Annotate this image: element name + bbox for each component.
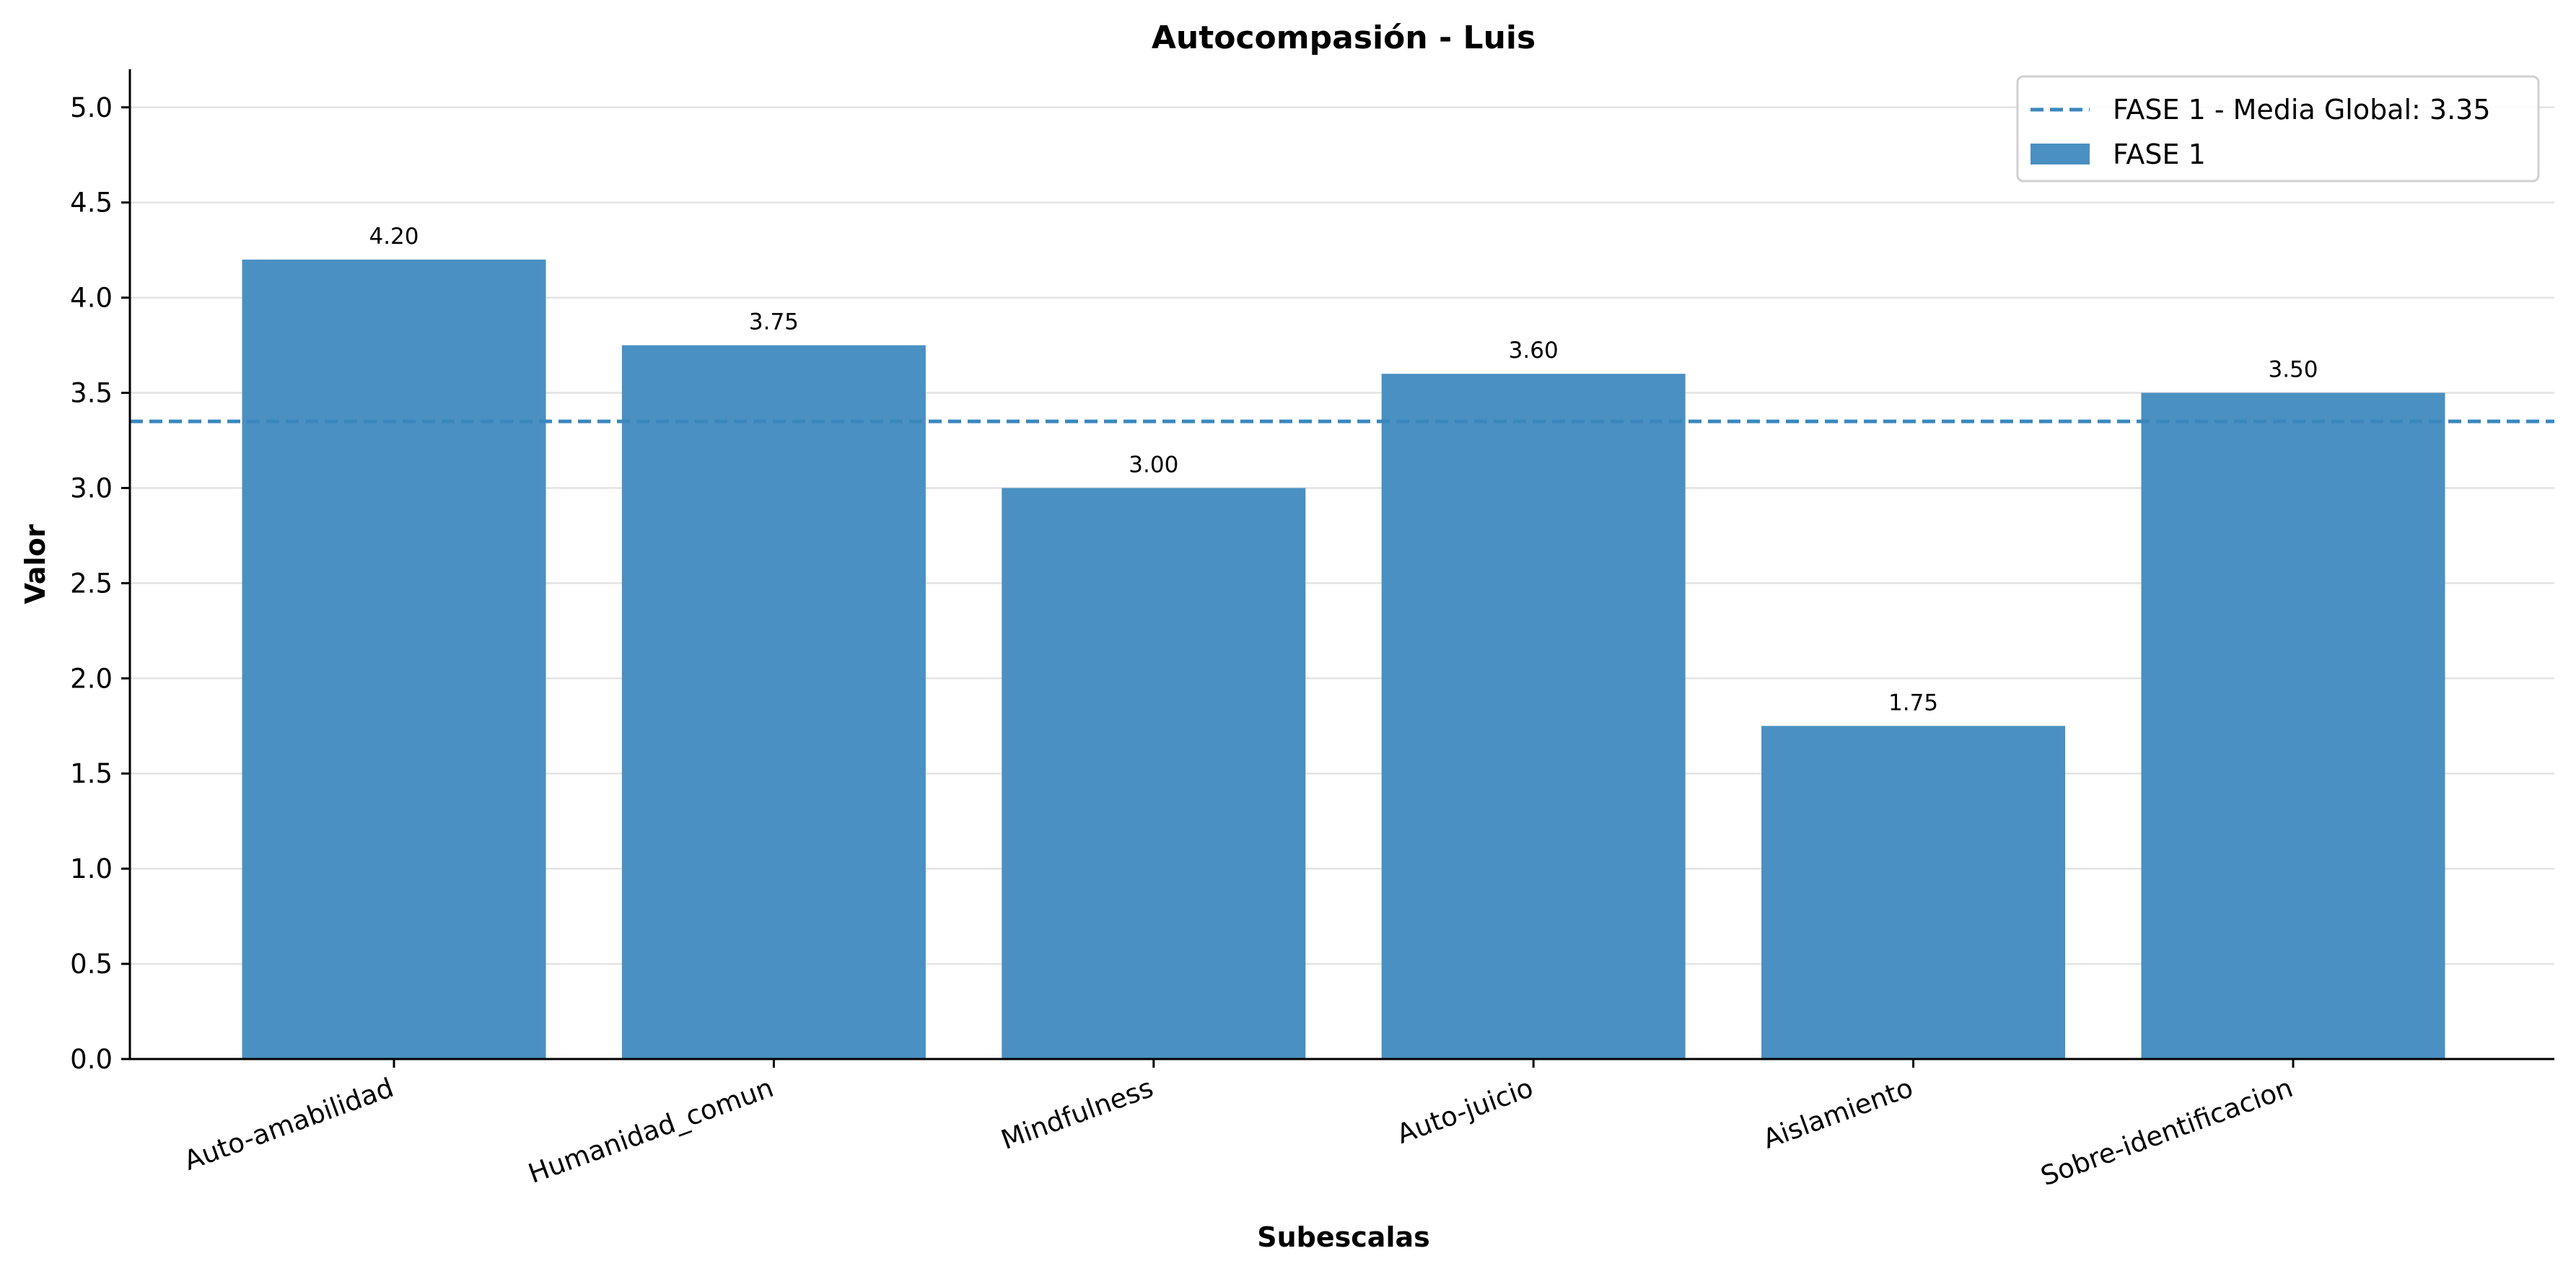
y-tick-label-0: 0.0 [70, 1044, 113, 1075]
value-label-3: 3.60 [1509, 338, 1559, 364]
y-tick-label-3: 1.5 [70, 758, 113, 789]
legend-label-series: FASE 1 [2113, 139, 2206, 170]
legend-label-mean: FASE 1 - Media Global: 3.35 [2113, 94, 2491, 126]
legend: FASE 1 - Media Global: 3.35 FASE 1 [2016, 75, 2540, 183]
value-label-0: 4.20 [369, 224, 419, 250]
x-axis-label: Subescalas [1257, 1221, 1429, 1253]
y-tick-label-9: 4.5 [70, 188, 113, 219]
bar-1 [621, 345, 926, 1060]
bar-2 [1002, 488, 1306, 1059]
legend-frame [2016, 75, 2540, 183]
bar-3 [1381, 374, 1686, 1059]
y-axis-ticks: 0.0 0.5 1.0 1.5 2.0 2.5 3.0 3.5 4.0 4.5 5.0 [70, 92, 130, 1075]
y-tick-label-8: 4.0 [70, 283, 113, 314]
value-label-1: 3.75 [749, 309, 799, 335]
y-tick-label-7: 3.5 [70, 378, 113, 409]
y-tick-label-10: 5.0 [70, 92, 113, 123]
axes [128, 69, 2554, 1060]
legend-bar-swatch [2030, 144, 2090, 164]
value-label-5: 3.50 [2268, 357, 2318, 383]
y-tick-label-2: 1.0 [70, 853, 113, 884]
chart-title: Autocompasión - Luis [1152, 19, 1535, 56]
y-tick-label-5: 2.5 [70, 568, 113, 599]
value-label-4: 1.75 [1888, 690, 1938, 716]
bar-0 [242, 259, 546, 1059]
bar-5 [2141, 392, 2445, 1059]
bars [242, 259, 2445, 1060]
y-axis-label: Valor [19, 524, 51, 604]
value-labels: 4.20 3.75 3.00 3.60 1.75 3.50 [369, 224, 2318, 716]
y-tick-label-1: 0.5 [70, 949, 113, 980]
y-tick-label-6: 3.0 [70, 473, 113, 504]
y-tick-label-4: 2.0 [70, 663, 113, 694]
bar-4 [1761, 726, 2066, 1059]
value-label-2: 3.00 [1129, 452, 1178, 478]
